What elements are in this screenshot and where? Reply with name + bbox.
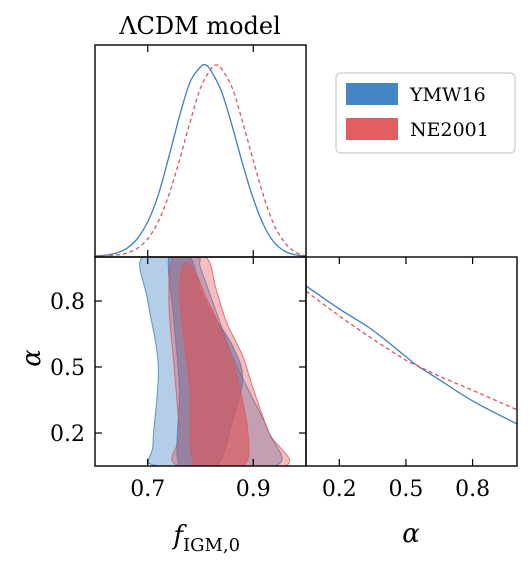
axes-layer: 0.7 0.9 0.2 0.2 0.5 0.5 0.8 0.8 [50,45,490,502]
tick-label-alpha-y: 0.8 [50,290,85,315]
legend-label-ymw16: YMW16 [409,84,486,106]
contour-1sigma-ne2001 [178,262,250,466]
tick-label-alpha-y: 0.2 [50,422,85,447]
legend-label-ne2001: NE2001 [410,119,489,141]
y-axis-label-alpha: α [17,349,47,367]
legend-swatch-ymw16 [346,83,398,105]
x-axis-label-f-igm-sub: IGM,0 [183,535,240,556]
panel-frame-top [94,44,307,258]
tick-label-f-igm: 0.7 [130,477,165,502]
tick-label-alpha-y: 0.5 [50,356,85,381]
chart-title: ΛCDM model [118,12,281,40]
curve-layer [94,63,518,425]
legend: YMW16 NE2001 [335,72,516,154]
panel-frame-right [305,256,518,467]
density-f-igm-ymw16 [94,63,307,257]
tick-label-alpha-x: 0.5 [388,477,423,502]
x-axis-label-alpha: α [402,519,420,549]
tick-label-alpha-x: 0.2 [322,477,357,502]
density-alpha-ne2001 [305,290,518,411]
density-f-igm-ne2001 [94,64,307,257]
tick-label-f-igm: 0.9 [236,477,271,502]
contour-layer [139,257,290,466]
density-alpha-ymw16 [305,285,518,425]
tick-label-alpha-x: 0.8 [455,477,490,502]
legend-swatch-ne2001 [346,118,398,140]
